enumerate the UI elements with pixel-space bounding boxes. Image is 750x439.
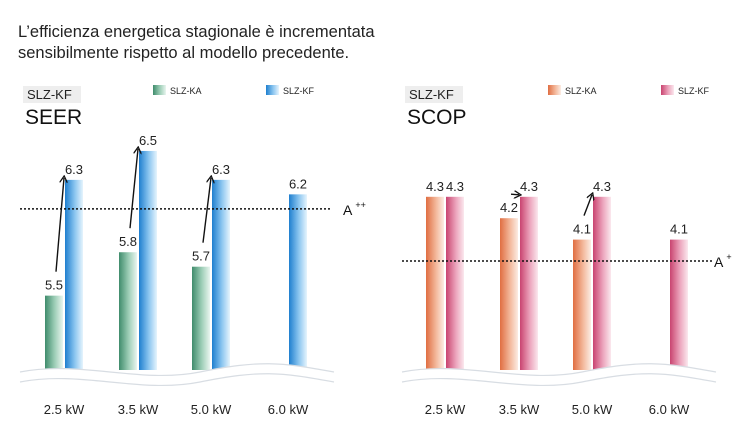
axis-break-line-lower: [19, 373, 335, 387]
value-label-slz-kf-60kW: 6.2: [289, 176, 307, 191]
axis-break-line-upper: [19, 363, 335, 377]
category-label-35kW: 3.5 kW: [118, 402, 159, 417]
category-label-25kW: 2.5 kW: [425, 402, 466, 417]
value-label-slz-kf-60kW: 4.1: [670, 222, 688, 237]
category-label-25kW: 2.5 kW: [44, 402, 85, 417]
bar-slz-kf-25kW: [446, 196, 464, 370]
model-label-text: SLZ-KF: [409, 87, 454, 102]
value-label-slz-kf-25kW: 6.3: [65, 162, 83, 177]
value-label-slz-ka-50kW: 4.1: [573, 222, 591, 237]
improvement-arrow-50kW: [202, 178, 211, 243]
bar-slz-kf-60kW: [289, 194, 307, 370]
model-label: SLZ-KF: [405, 86, 463, 103]
axis-break-band: [402, 363, 716, 388]
category-label-60kW: 6.0 kW: [268, 402, 309, 417]
bar-slz-ka-25kW: [45, 295, 63, 370]
value-label-slz-ka-25kW: 5.5: [45, 278, 63, 293]
bar-slz-kf-50kW: [212, 179, 230, 370]
legend-label-slz-ka: SLZ-KA: [170, 86, 202, 96]
legend-label-slz-kf: SLZ-KF: [678, 86, 710, 96]
value-label-slz-kf-25kW: 4.3: [446, 179, 464, 194]
category-label-50kW: 5.0 kW: [572, 402, 613, 417]
bar-slz-kf-35kW: [520, 196, 538, 370]
panel-seer: SLZ-KF SEER SLZ-KA SLZ-KF 5.5 6.3 5.8 6.5 5.7 6.3…: [19, 85, 366, 417]
bar-slz-ka-50kW: [573, 239, 591, 370]
bar-slz-ka-50kW: [192, 266, 210, 370]
model-label-bg: [23, 86, 81, 103]
reference-label: A +: [714, 252, 732, 270]
improvement-arrow-25kW: [55, 178, 64, 272]
bar-slz-ka-35kW: [500, 218, 518, 370]
model-label-bg: [405, 86, 463, 103]
bar-slz-ka-35kW: [119, 252, 137, 370]
model-label-text: SLZ-KF: [27, 87, 72, 102]
value-label-slz-kf-50kW: 6.3: [212, 162, 230, 177]
category-label-50kW: 5.0 kW: [191, 402, 232, 417]
legend-label-slz-ka: SLZ-KA: [565, 86, 597, 96]
improvement-arrow-35kW: [510, 194, 519, 195]
bar-slz-ka-25kW: [426, 196, 444, 370]
legend-label-slz-kf: SLZ-KF: [283, 86, 315, 96]
category-label-35kW: 3.5 kW: [499, 402, 540, 417]
legend-swatch-slz-ka: [548, 85, 561, 95]
category-label-60kW: 6.0 kW: [649, 402, 690, 417]
bar-slz-kf-60kW: [670, 239, 688, 370]
bar-slz-kf-25kW: [65, 179, 83, 370]
model-label: SLZ-KF: [23, 86, 81, 103]
axis-break-band: [20, 363, 334, 388]
headline-line-1: L’efficienza energetica stagionale è inc…: [18, 23, 375, 41]
value-label-slz-ka-35kW: 5.8: [119, 234, 137, 249]
bar-slz-kf-50kW: [593, 196, 611, 370]
metric-title: SCOP: [407, 106, 467, 129]
headline-line-2: sensibilmente rispetto al modello preced…: [18, 44, 350, 62]
value-label-slz-kf-50kW: 4.3: [593, 179, 611, 194]
value-label-slz-ka-25kW: 4.3: [426, 179, 444, 194]
improvement-arrow-35kW: [129, 149, 138, 229]
axis-break-line-lower: [401, 373, 717, 387]
improvement-arrow-50kW: [583, 195, 592, 216]
value-label-slz-ka-35kW: 4.2: [500, 200, 518, 215]
legend-swatch-slz-kf: [266, 85, 279, 95]
headline: L’efficienza energetica stagionale è inc…: [18, 22, 438, 64]
legend-swatch-slz-kf: [661, 85, 674, 95]
bar-slz-kf-35kW: [139, 150, 157, 370]
value-label-slz-ka-50kW: 5.7: [192, 249, 210, 264]
reference-label: A ++: [343, 200, 366, 218]
value-label-slz-kf-35kW: 6.5: [139, 133, 157, 148]
axis-break-line-upper: [401, 363, 717, 377]
legend-swatch-slz-ka: [153, 85, 166, 95]
metric-title: SEER: [25, 106, 82, 129]
value-label-slz-kf-35kW: 4.3: [520, 179, 538, 194]
